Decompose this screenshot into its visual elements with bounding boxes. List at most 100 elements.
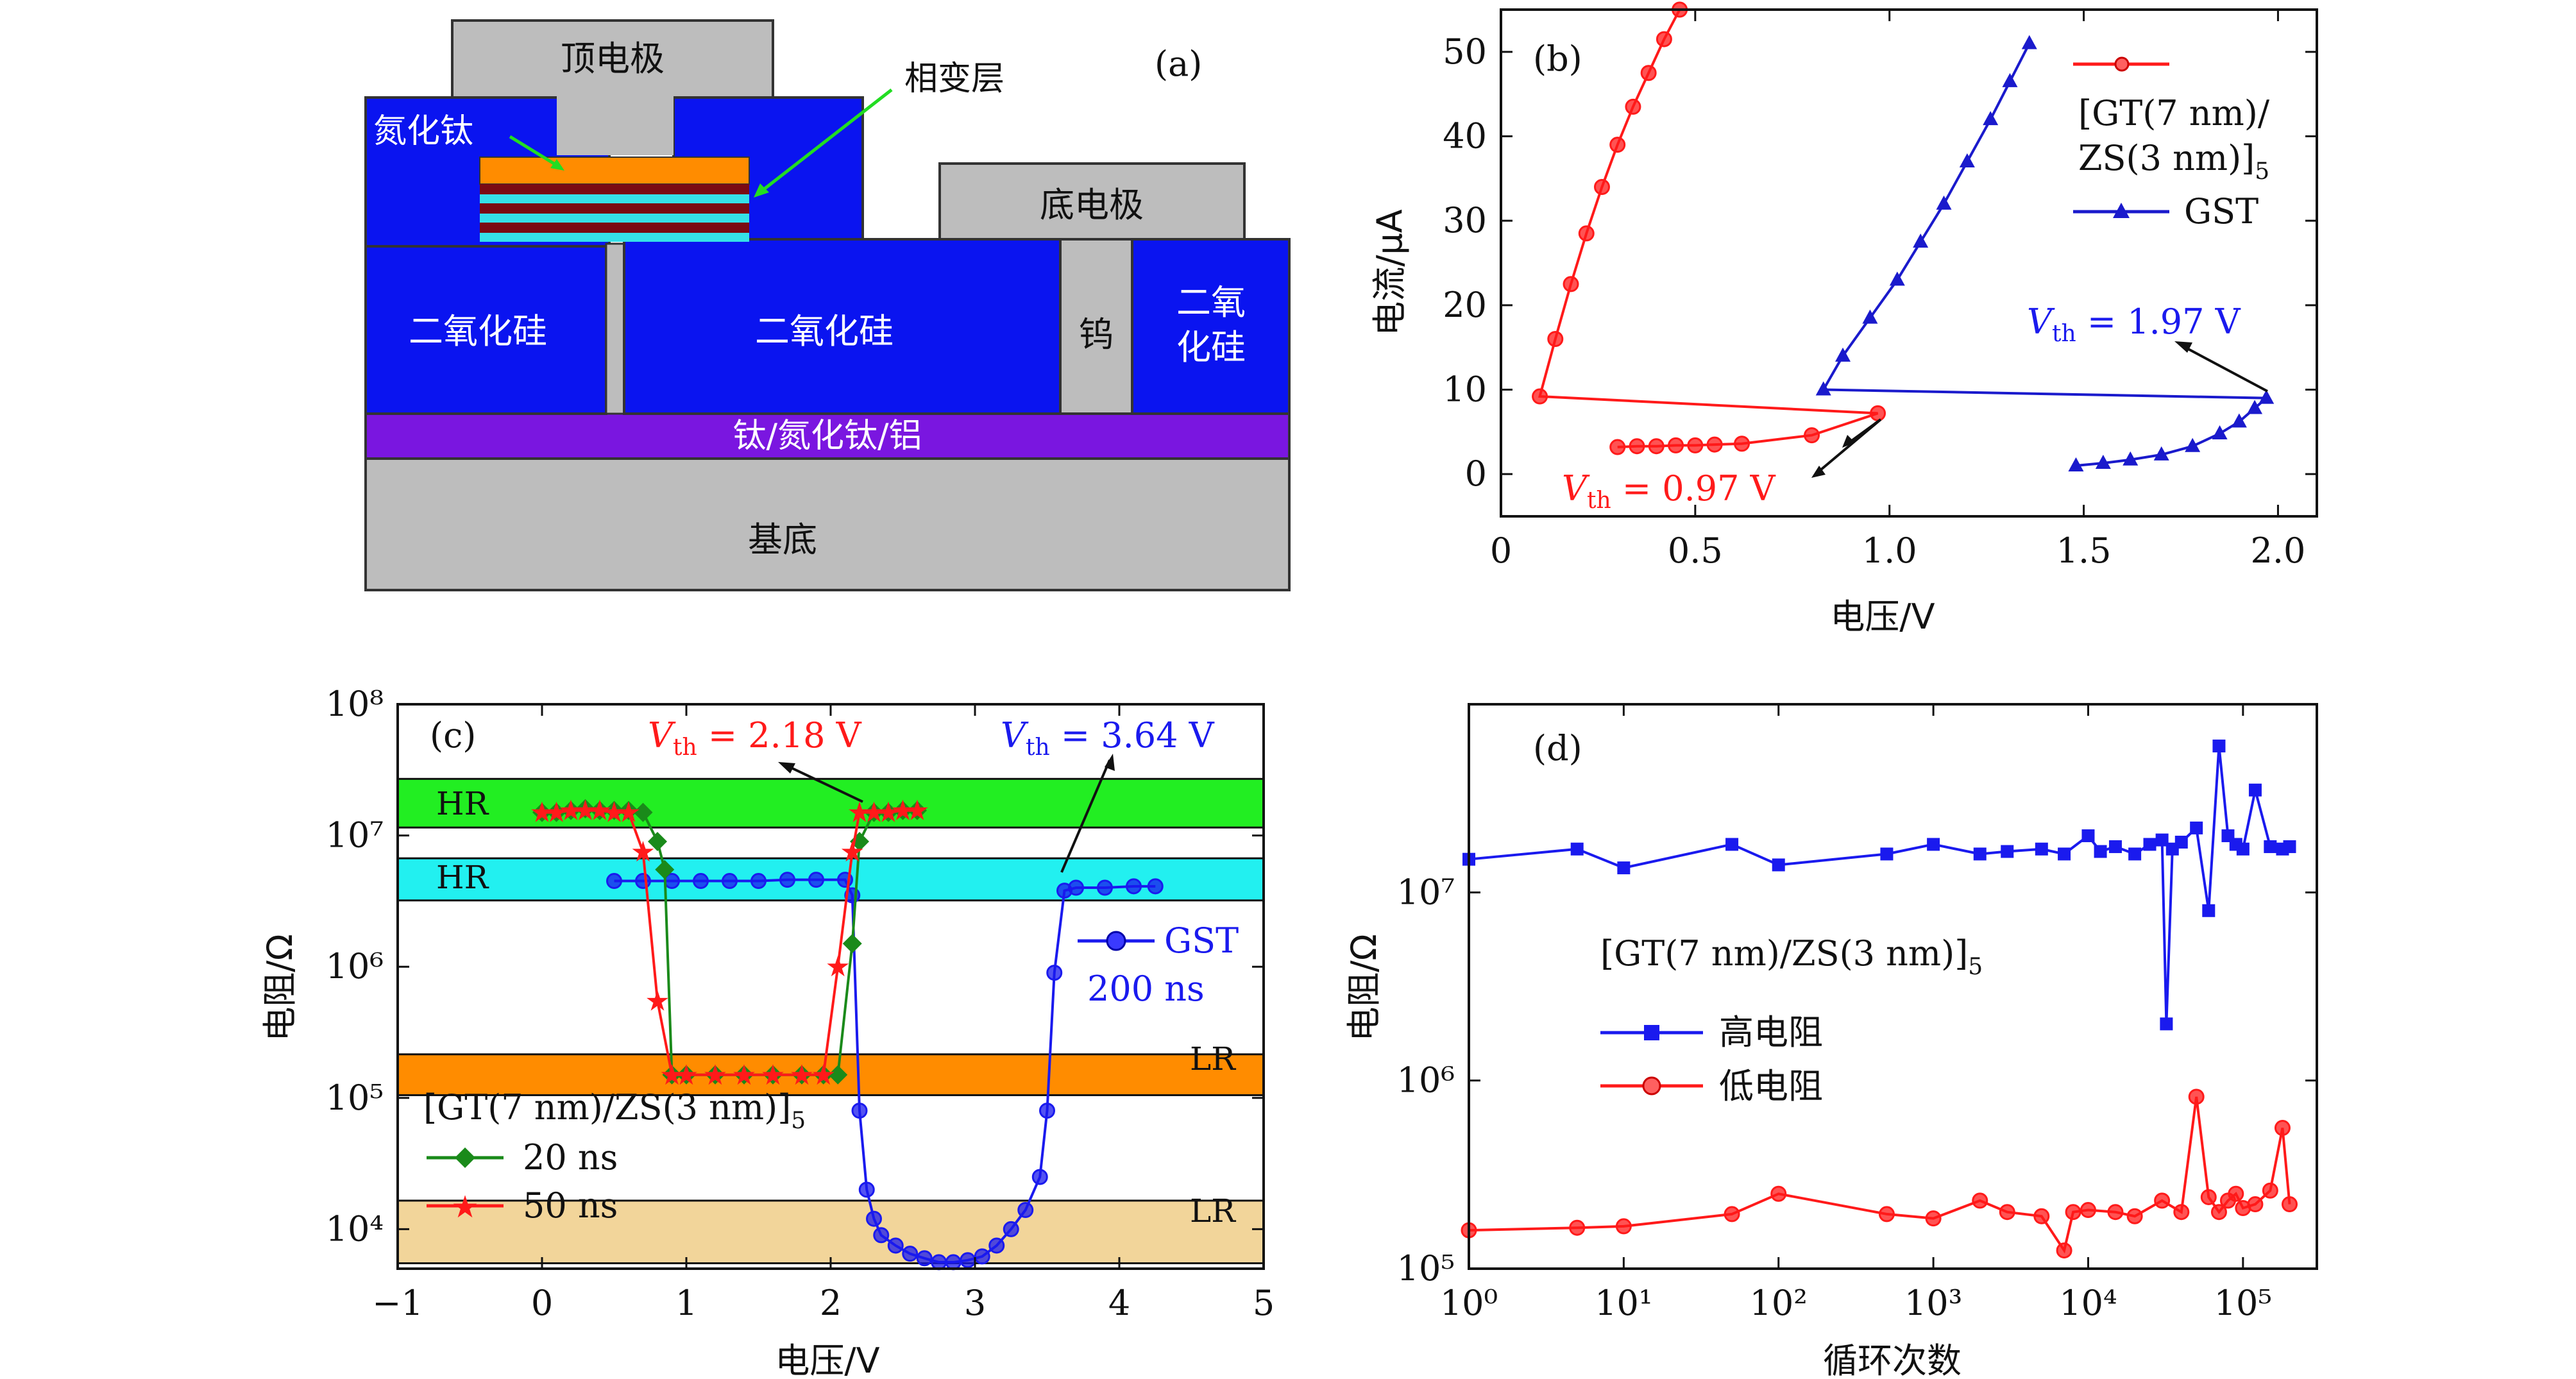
rv-series-0-point	[988, 1237, 1005, 1254]
endurance-series-1-point	[2126, 1208, 2143, 1224]
vth-364-annotation: Vth = 3.64 V	[1001, 715, 1215, 761]
device-schematic: 顶电极 氮化钛 相变层 (a) 底电极 二氧化硅 二氧化硅 钨 二氧 化硅 钛/…	[364, 19, 1291, 591]
endurance-series-1-point	[1770, 1185, 1787, 1202]
rv-series-2-point: ★	[544, 797, 569, 829]
gt-vth-annotation: Vth = 0.97 V	[1562, 468, 1776, 514]
rv-x-tick-label: 0	[531, 1283, 553, 1323]
phase-change-stack	[479, 157, 750, 242]
band-hr-2: HR	[436, 859, 489, 896]
substrate-layer	[364, 454, 1291, 591]
rv-series-2-point: ★	[760, 1059, 785, 1092]
rv-series-1-point	[655, 859, 675, 879]
bottom-electrode	[938, 162, 1246, 241]
rv-y-tick-label: 10⁷	[326, 815, 384, 856]
svg-text:★: ★	[451, 1189, 479, 1225]
iv-series-0-point	[1648, 438, 1665, 455]
bottom-electrode-label: 底电极	[1040, 185, 1144, 225]
endurance-series-0-point	[1973, 847, 1987, 861]
endurance-series-1-point	[2247, 1196, 2264, 1213]
rv-series-0-point	[858, 1181, 875, 1198]
iv-x-axis-label: 电压/V	[1830, 596, 1935, 637]
tin-arrow-head	[550, 159, 564, 171]
endurance-y-tick-label: 10⁷	[1397, 872, 1455, 912]
iv-series-1-point	[2247, 400, 2263, 414]
phase-change-label: 相变层	[904, 60, 1004, 98]
tin-label: 氮化钛	[373, 112, 473, 151]
iv-series-0-point	[1870, 405, 1886, 421]
rv-series-2-point: ★	[731, 1059, 756, 1092]
sio2-right-label-2: 化硅	[1176, 327, 1246, 368]
rv-series-2-point: ★	[876, 797, 901, 829]
endurance-series-1-point	[1878, 1206, 1895, 1222]
iv-series-1-point	[1862, 309, 1878, 324]
gt-vth-arrow-2	[1815, 418, 1882, 475]
rv-series-1-point	[842, 934, 862, 954]
panel-c-tag: (c)	[430, 715, 476, 756]
svg-text:低电阻: 低电阻	[1719, 1066, 1823, 1106]
endurance-series-1-point	[2262, 1182, 2278, 1199]
iv-series-1-point	[1835, 347, 1851, 362]
endurance-series-0-point	[2174, 835, 2188, 849]
rv-x-tick-label: −1	[372, 1283, 423, 1323]
endurance-series-1-point	[2274, 1120, 2291, 1137]
iv-y-tick-label: 20	[1443, 285, 1487, 325]
iv-series-1-point	[2002, 72, 2018, 87]
top-electrode-label: 顶电极	[561, 38, 665, 79]
substrate-label: 基底	[748, 520, 817, 560]
iv-series-0-point	[1804, 427, 1820, 444]
endurance-series-0-line	[1468, 745, 2291, 1024]
iv-series-0-point	[1706, 436, 1723, 453]
rv-series-0-point	[1097, 879, 1113, 896]
endurance-series-0-point	[2190, 821, 2203, 834]
iv-series-0-point	[1609, 439, 1626, 455]
iv-y-tick-label: 50	[1443, 31, 1487, 72]
iv-series-1-point	[2068, 457, 2084, 471]
svg-text:[GT(7 nm)/ZS(3 nm)]5: [GT(7 nm)/ZS(3 nm)]5	[423, 1087, 806, 1134]
endurance-series-0-point	[2108, 840, 2122, 854]
rv-x-tick-label: 4	[1108, 1283, 1130, 1323]
iv-y-axis-label: 电流/μA	[1369, 209, 1410, 336]
rv-series-0-point	[873, 1227, 890, 1244]
rv-legend-gst: GST 200 ns	[1078, 920, 1239, 1009]
tungsten-plug	[1059, 238, 1133, 415]
interconnect-label: 钛/氮化钛/铝	[733, 417, 922, 455]
rv-x-tick-label: 2	[820, 1283, 842, 1323]
endurance-series-1-point	[1615, 1218, 1632, 1235]
endurance-series-0-point	[2248, 783, 2262, 797]
iv-series-1-point	[1936, 195, 1952, 210]
sio2-right-label-1: 二氧	[1176, 282, 1246, 323]
sio2-right-block	[1131, 238, 1291, 415]
rv-series-2-point: ★	[890, 795, 915, 827]
iv-legend: [GT(7 nm)/ ZS(3 nm)]5 GST	[2073, 56, 2270, 232]
vth-364-arrow	[1060, 759, 1111, 873]
vth-218-annotation: Vth = 2.18 V	[648, 715, 862, 761]
endurance-series-1-point	[2200, 1189, 2217, 1205]
rv-y-tick-label: 10⁴	[326, 1208, 384, 1249]
rv-series-0-point	[974, 1248, 990, 1265]
panel-d-tag: (d)	[1533, 728, 1582, 768]
rv-series-0-point	[887, 1237, 904, 1254]
rv-series-0-point	[635, 873, 651, 890]
band-lr-1: LR	[1190, 1040, 1236, 1078]
svg-text:[GT(7 nm)/ZS(3 nm)]5: [GT(7 nm)/ZS(3 nm)]5	[1600, 933, 1983, 980]
rv-series-0-point	[1068, 879, 1084, 896]
rv-series-1-point	[575, 799, 595, 818]
rv-x-tick-label: 1	[675, 1283, 697, 1323]
endurance-series-0-point	[1880, 847, 1894, 861]
endurance-series-1-point	[2210, 1204, 2227, 1221]
iv-series-1-point	[1815, 381, 1831, 396]
endurance-chart: 10⁰ 10¹ 10² 10³ 10⁴ 10⁵ 10⁵ 10⁶ 10⁷ (d) 循环次数 电阻/…	[1344, 703, 2318, 1379]
iv-series-1-point	[2095, 455, 2111, 470]
rv-plot-frame	[396, 703, 1265, 1270]
sio2-middle-block	[623, 238, 1062, 415]
rv-series-1-point	[828, 1065, 848, 1085]
iv-series-1-point	[1913, 233, 1929, 248]
iv-plot-frame	[1500, 8, 2318, 518]
endurance-series-0-point	[2143, 838, 2157, 851]
rv-series-2-point: ★	[840, 836, 865, 868]
rv-series-0-point	[931, 1254, 947, 1271]
endurance-plot-frame	[1468, 703, 2318, 1270]
endurance-y-tick-label: 10⁵	[1397, 1248, 1455, 1289]
iv-series-1-point	[2231, 413, 2247, 428]
